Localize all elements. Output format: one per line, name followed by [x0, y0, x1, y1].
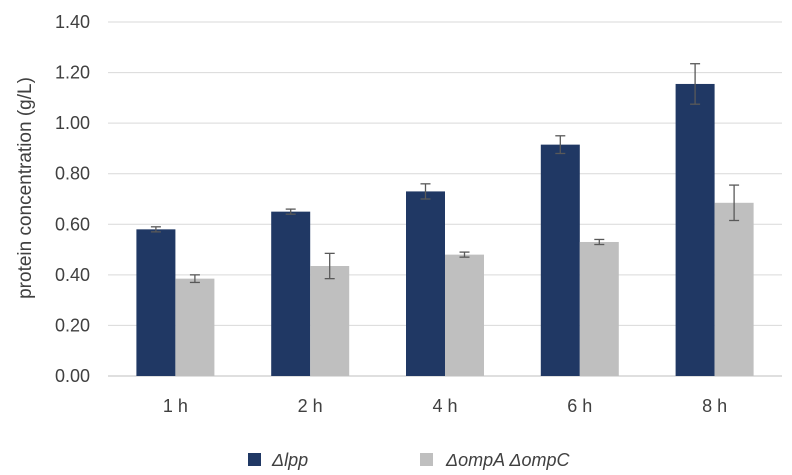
y-tick-label: 0.60 [55, 214, 90, 234]
legend: Δlpp ΔompA ΔompC [248, 450, 571, 470]
legend-item: Δlpp [248, 450, 308, 470]
bar-ompa-ompc-4 [714, 202, 754, 376]
error-bar [555, 135, 566, 155]
error-bar [324, 252, 335, 280]
legend-swatch [420, 453, 433, 466]
error-bar [420, 183, 431, 200]
x-tick-label: 8 h [702, 396, 727, 416]
bar-ompa-ompc-1 [310, 266, 350, 376]
y-axis-title: protein concentration (g/L) [15, 77, 36, 299]
error-bar [285, 208, 296, 215]
x-tick-label: 2 h [298, 396, 323, 416]
bar-lpp-3 [540, 144, 580, 376]
x-tick-label: 4 h [432, 396, 457, 416]
y-tick-label: 1.00 [55, 113, 90, 133]
x-tick-label: 1 h [163, 396, 188, 416]
bar-ompa-ompc-0 [175, 278, 215, 376]
y-axis-ticks: 0.00 0.20 0.40 0.60 0.80 1.00 1.20 1.40 [55, 12, 90, 386]
error-bars [150, 63, 740, 284]
x-axis-ticks: 1 h 2 h 4 h 6 h 8 h [163, 396, 727, 416]
bar-ompa-ompc-3 [579, 241, 619, 376]
y-tick-label: 0.20 [55, 315, 90, 335]
bar-ompa-ompc-2 [445, 254, 484, 376]
error-bar [150, 226, 161, 233]
bar-lpp-1 [271, 211, 311, 376]
y-tick-label: 0.00 [55, 366, 90, 386]
bar-lpp-0 [136, 229, 176, 376]
error-bar [594, 238, 605, 246]
error-bar [690, 63, 701, 105]
legend-swatch [248, 453, 261, 466]
error-bar [189, 274, 200, 284]
x-tick-label: 6 h [567, 396, 592, 416]
legend-label: Δlpp [271, 450, 308, 470]
error-bar [459, 251, 470, 258]
error-bar [729, 184, 740, 222]
legend-label: ΔompA ΔompC [445, 450, 571, 470]
bars [136, 83, 754, 376]
y-tick-label: 1.40 [55, 12, 90, 32]
y-tick-label: 0.80 [55, 164, 90, 184]
y-tick-label: 0.40 [55, 265, 90, 285]
legend-item: ΔompA ΔompC [420, 450, 571, 470]
bar-lpp-2 [406, 191, 445, 376]
bar-lpp-4 [675, 83, 715, 376]
y-tick-label: 1.20 [55, 63, 90, 83]
